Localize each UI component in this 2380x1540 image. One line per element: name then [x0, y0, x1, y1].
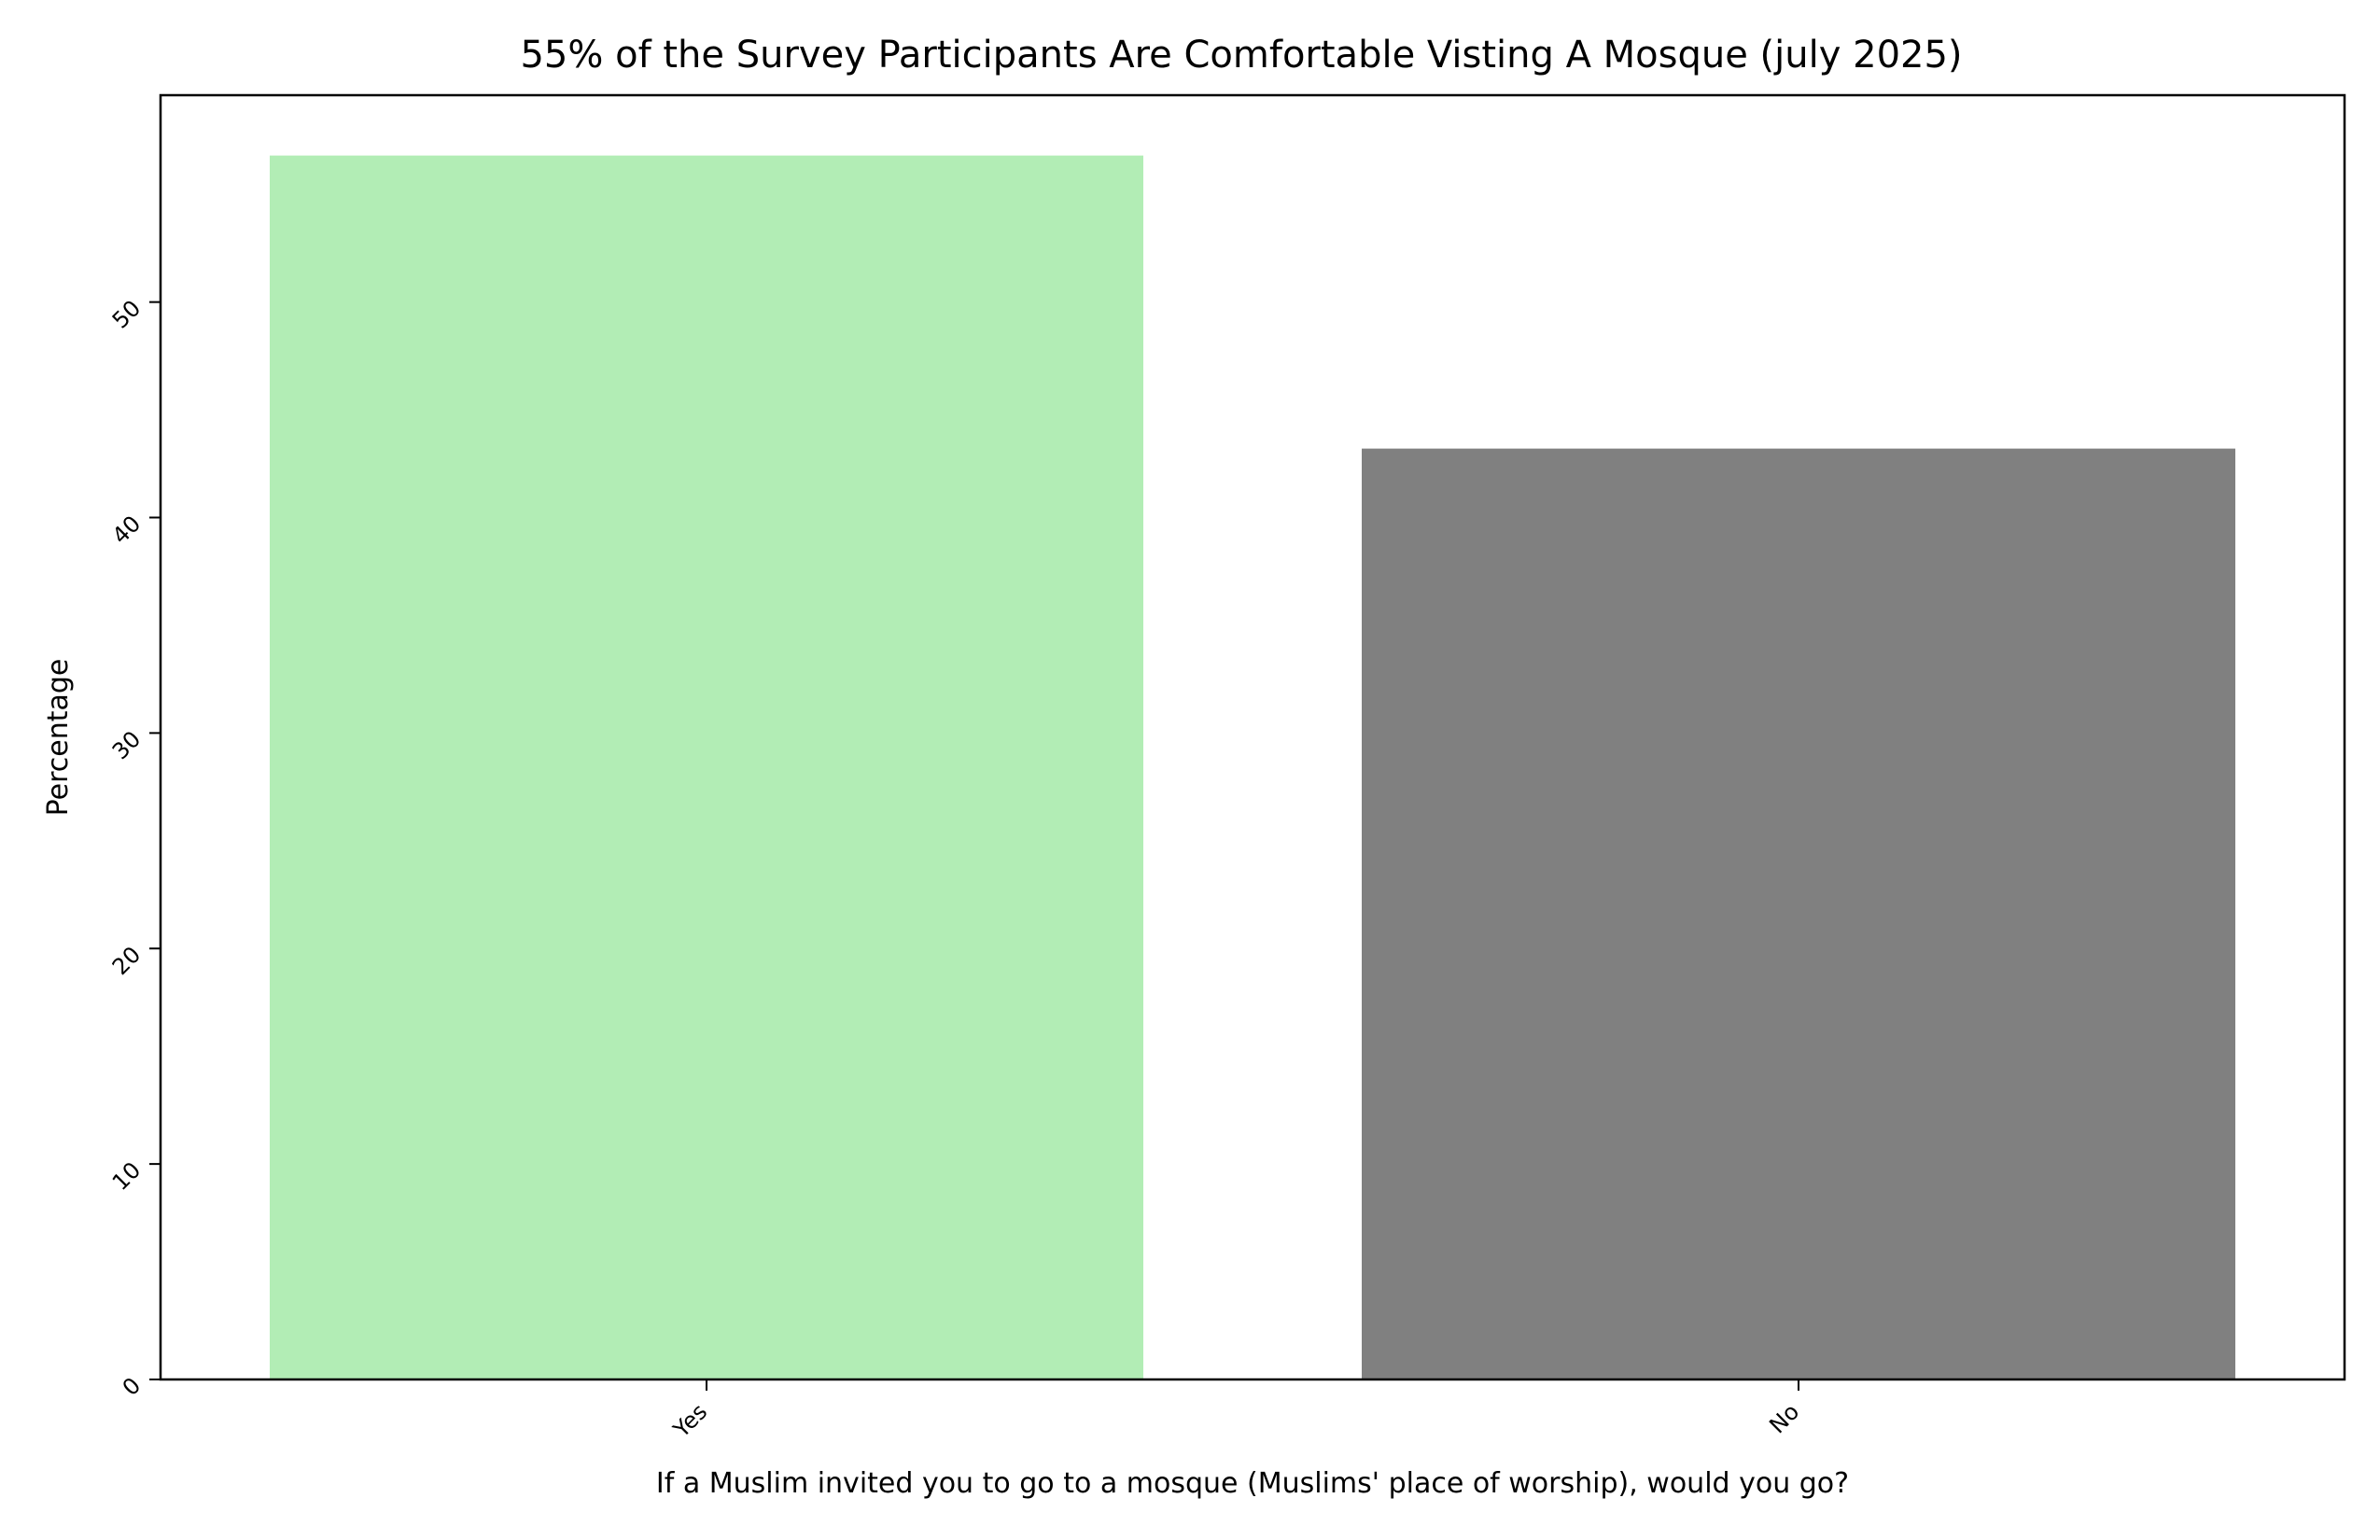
- bar-no: [1362, 448, 2235, 1379]
- y-axis-ticks: 0 10 20 30 40 50: [107, 295, 161, 1401]
- bar-yes: [270, 155, 1143, 1380]
- chart-title: 55% of the Survey Participants Are Comfo…: [520, 34, 1962, 77]
- y-tick-label: 20: [107, 942, 146, 980]
- x-tick-label: No: [1764, 1398, 1804, 1438]
- bars-group: [270, 155, 2235, 1380]
- x-axis-label: If a Muslim invited you to go to a mosqu…: [656, 1467, 1849, 1500]
- y-tick-label: 40: [107, 511, 146, 549]
- x-tick-label: Yes: [667, 1398, 712, 1443]
- y-axis-label: Percentage: [42, 659, 75, 817]
- y-tick-label: 0: [118, 1372, 147, 1401]
- plot-area-frame: [159, 93, 2346, 1381]
- y-tick-label: 10: [107, 1157, 146, 1196]
- y-tick-label: 50: [107, 295, 146, 333]
- x-axis-ticks: Yes No: [667, 1379, 1804, 1443]
- y-tick-label: 30: [107, 726, 146, 764]
